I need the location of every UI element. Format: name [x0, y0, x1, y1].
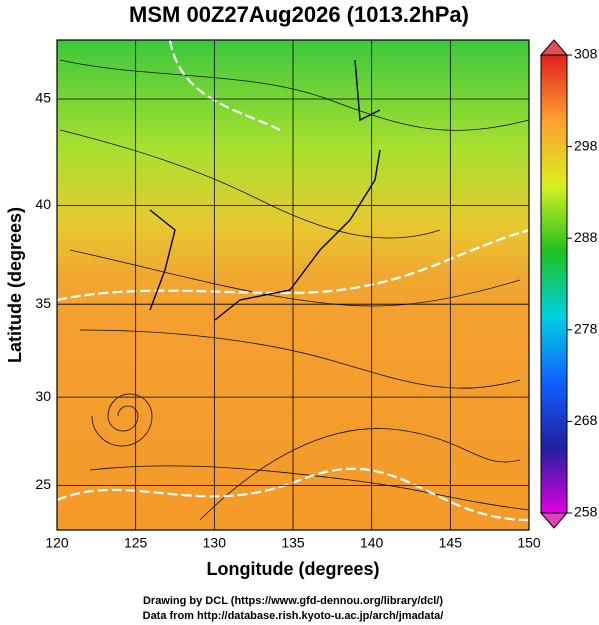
x-tick-label: 120	[45, 535, 69, 551]
y-tick-label: 45	[35, 90, 51, 106]
colorbar-tick-label: 268	[574, 412, 598, 428]
colorbar-tick-label: 278	[574, 321, 598, 337]
x-tick-label: 130	[203, 535, 227, 551]
title: MSM 00Z27Aug2026 (1013.2hPa)	[129, 2, 469, 27]
footer-credit: Drawing by DCL (https://www.gfd-dennou.o…	[143, 595, 443, 607]
streamlines	[57, 40, 529, 522]
colorbar-tick-label: 308	[574, 46, 598, 62]
colorbar-tick-label: 288	[574, 229, 598, 245]
colorbar-tick-label: 298	[574, 137, 598, 153]
y-tick-label: 30	[35, 388, 51, 404]
colorbar-max-arrow	[539, 39, 569, 56]
x-tick-label: 145	[439, 535, 463, 551]
colorbar-tick-label: 258	[574, 504, 598, 520]
x-tick-label: 135	[281, 535, 305, 551]
y-tick-label: 25	[35, 476, 51, 492]
y-tick-label: 40	[35, 196, 51, 212]
y-tick-label: 35	[35, 295, 51, 311]
x-tick-label: 150	[517, 535, 541, 551]
colorbar-min-arrow	[539, 512, 569, 529]
y-axis-label: Latitude (degrees)	[5, 207, 25, 363]
footer-source: Data from http://database.rish.kyoto-u.a…	[143, 610, 444, 622]
x-tick-label: 140	[360, 535, 384, 551]
plot-frame	[56, 39, 530, 531]
colorbar	[540, 54, 568, 514]
x-tick-label: 125	[124, 535, 148, 551]
x-axis-label: Longitude (degrees)	[206, 559, 379, 579]
